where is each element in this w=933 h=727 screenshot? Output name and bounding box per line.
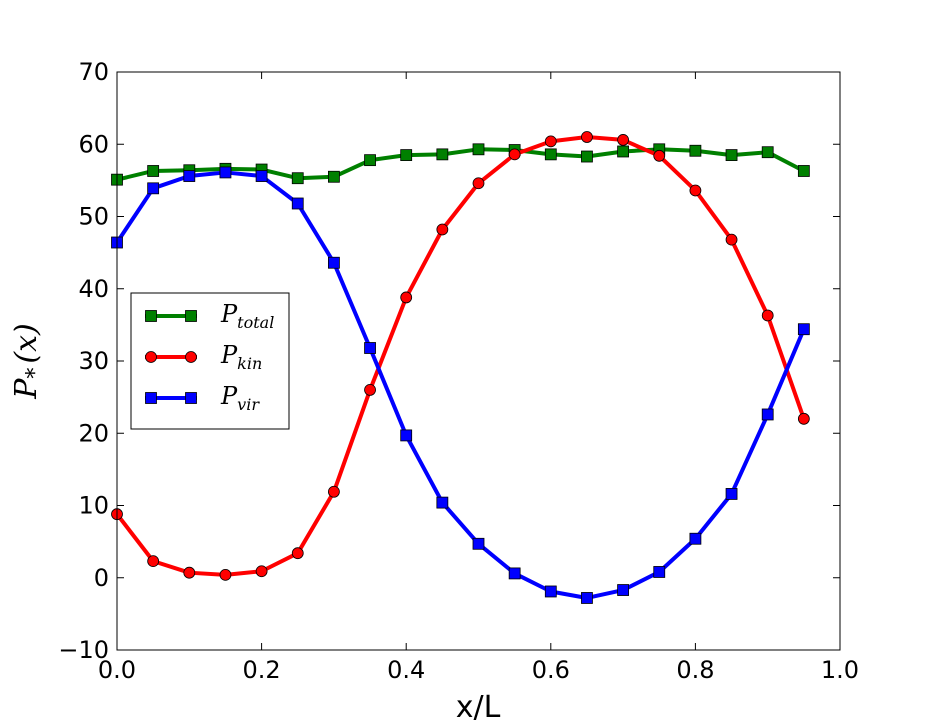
legend-marker <box>185 310 197 322</box>
y-axis-label-arg: (x) <box>9 323 44 363</box>
legend-marker <box>145 392 157 404</box>
data-point <box>364 154 376 167</box>
data-point <box>508 148 521 161</box>
data-point <box>797 412 810 425</box>
data-point <box>761 146 774 159</box>
data-point <box>436 496 449 509</box>
data-point <box>472 537 485 550</box>
y-axis-label-sub: * <box>23 368 48 379</box>
data-point <box>219 568 232 581</box>
y-axis-label: P* (x) <box>9 323 48 400</box>
data-point <box>436 148 449 161</box>
legend-marker <box>185 392 197 404</box>
legend-label: Pvir <box>220 382 260 414</box>
data-point <box>725 488 738 500</box>
series-P_total <box>111 143 810 186</box>
legend-item: Pvir <box>145 382 260 414</box>
data-point <box>219 166 232 179</box>
data-point <box>147 182 160 195</box>
x-axis-label: x/L <box>456 690 501 723</box>
data-point <box>291 197 304 210</box>
data-point <box>436 223 449 236</box>
plot-frame <box>116 71 841 651</box>
y-tick-label: 10 <box>78 492 109 520</box>
data-point <box>725 149 738 161</box>
legend-label: Ptotal <box>220 300 274 332</box>
data-point <box>617 584 629 596</box>
x-tick-label: 0.6 <box>532 656 570 684</box>
data-point <box>364 342 376 354</box>
tick-layer: 0.0 0.2 0.4 0.6 0.8 1.0 −10 0 10 20 30 40 50 60 70 <box>58 58 859 684</box>
data-point <box>255 565 268 578</box>
y-tick-label: 60 <box>78 130 109 158</box>
y-tick-label: 50 <box>78 203 109 231</box>
data-point <box>544 135 557 148</box>
x-tick-label: 0.8 <box>676 656 714 684</box>
data-point <box>581 131 593 143</box>
x-tick-label: 0.0 <box>98 656 136 684</box>
data-point <box>581 150 593 163</box>
series-P_vir <box>111 166 810 604</box>
x-tick-label: 0.2 <box>243 656 281 684</box>
data-point <box>183 170 196 182</box>
data-point <box>327 256 340 269</box>
data-point <box>327 485 340 498</box>
data-point <box>291 172 304 185</box>
data-point <box>544 148 557 161</box>
data-point <box>147 165 160 177</box>
data-point <box>689 144 702 157</box>
legend-marker <box>145 351 157 363</box>
data-point <box>291 547 304 560</box>
y-axis-label-main: P <box>9 378 44 400</box>
data-point <box>689 184 702 197</box>
series-P_kin <box>111 131 810 581</box>
y-tick-label: 0 <box>94 564 109 592</box>
data-point <box>581 592 593 604</box>
legend-marker <box>145 310 157 322</box>
data-point <box>327 170 340 183</box>
data-point <box>147 555 160 568</box>
data-point <box>689 532 702 545</box>
legend-item: Ptotal <box>145 300 274 332</box>
legend-marker <box>185 351 197 363</box>
y-tick-label: −10 <box>58 636 109 664</box>
y-tick-label: 30 <box>78 347 109 375</box>
data-point <box>400 291 413 304</box>
y-tick-label: 20 <box>78 419 109 447</box>
data-point <box>472 177 485 190</box>
data-point <box>364 383 376 396</box>
data-point <box>761 408 774 421</box>
data-point <box>472 143 485 156</box>
series-line <box>115 170 806 600</box>
data-point <box>255 170 268 182</box>
legend: Ptotal Pkin Pvir <box>130 292 290 430</box>
series-line <box>116 147 805 182</box>
data-point <box>544 585 557 598</box>
data-point <box>400 429 413 442</box>
data-point <box>797 165 810 177</box>
data-point <box>617 134 629 146</box>
data-point <box>653 149 666 162</box>
data-point <box>797 323 810 336</box>
data-point <box>400 149 413 161</box>
series-line <box>115 135 806 577</box>
data-point <box>761 309 774 322</box>
y-tick-label: 40 <box>78 275 109 303</box>
legend-label: Pkin <box>220 341 262 373</box>
y-tick-label: 70 <box>78 58 109 86</box>
x-tick-label: 0.4 <box>387 656 425 684</box>
legend-item: Pkin <box>145 341 262 373</box>
x-tick-label: 1.0 <box>821 656 859 684</box>
data-point <box>617 145 629 158</box>
plot-layer <box>111 131 810 604</box>
data-point <box>653 566 666 578</box>
data-point <box>508 567 521 580</box>
data-point <box>725 233 738 246</box>
data-point <box>183 566 196 579</box>
